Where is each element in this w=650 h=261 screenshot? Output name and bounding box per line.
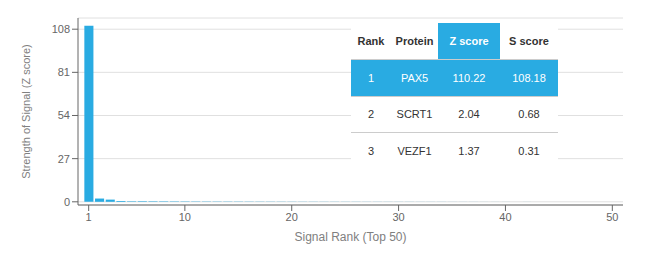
html-text:2: 2 [367, 108, 374, 121]
svg-text:1: 1 [86, 211, 92, 223]
html-text:1: 1 [367, 71, 374, 84]
svg-text:20: 20 [286, 211, 298, 223]
svg-text:10: 10 [179, 211, 191, 223]
svg-text:Strength of Signal (Z score): Strength of Signal (Z score) [20, 44, 32, 179]
html-text:0.68: 0.68 [518, 108, 540, 121]
html-text:Protein: Protein [395, 34, 434, 47]
html-text:1.37: 1.37 [458, 144, 480, 157]
svg-text:30: 30 [392, 211, 404, 223]
svg-text:40: 40 [499, 211, 511, 223]
svg-text:54: 54 [58, 109, 70, 121]
html-text:110.22: 110.22 [452, 71, 486, 84]
html-text:Z score: Z score [449, 34, 489, 47]
svg-text:Signal Rank (Top 50): Signal Rank (Top 50) [294, 230, 406, 244]
html-text:PAX5: PAX5 [400, 71, 429, 84]
html-text:108.18: 108.18 [512, 71, 546, 84]
html-text:2.04: 2.04 [458, 108, 480, 121]
html-text:SCRT1: SCRT1 [396, 108, 433, 121]
svg-text:0: 0 [64, 196, 70, 208]
svg-text:81: 81 [58, 66, 70, 78]
svg-text:108: 108 [52, 23, 70, 35]
html-text:0.31: 0.31 [518, 144, 540, 157]
html-text:VEZF1: VEZF1 [397, 144, 432, 157]
svg-text:27: 27 [58, 153, 70, 165]
html-text:S score: S score [509, 34, 549, 47]
html-text:3: 3 [367, 144, 374, 157]
svg-text:50: 50 [606, 211, 618, 223]
html-text:Rank: Rank [357, 34, 385, 47]
